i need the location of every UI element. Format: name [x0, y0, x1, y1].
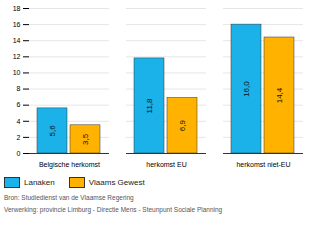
- html-text:Vlaams Gewest: Vlaams Gewest: [88, 178, 145, 187]
- svg-text:herkomst EU: herkomst EU: [146, 161, 186, 168]
- svg-text:14: 14: [13, 37, 21, 44]
- svg-text:Belgische herkomst: Belgische herkomst: [39, 161, 100, 169]
- svg-text:herkomst niet-EU: herkomst niet-EU: [236, 161, 290, 168]
- svg-text:16,0: 16,0: [242, 81, 251, 97]
- svg-text:0: 0: [17, 150, 21, 157]
- svg-text:11,8: 11,8: [145, 98, 154, 114]
- svg-text:16: 16: [13, 21, 21, 28]
- svg-text:10: 10: [13, 69, 21, 76]
- svg-text:8: 8: [17, 85, 21, 92]
- svg-text:14,4: 14,4: [275, 87, 284, 103]
- html-text:Lanaken: Lanaken: [24, 178, 55, 187]
- svg-text:6: 6: [17, 101, 21, 108]
- svg-text:3,5: 3,5: [81, 133, 90, 145]
- svg-text:5,6: 5,6: [48, 125, 57, 137]
- svg-text:12: 12: [13, 53, 21, 60]
- svg-text:4: 4: [17, 118, 21, 125]
- html-text:Verwerking: provincie Limburg: Verwerking: provincie Limburg - Directie…: [4, 206, 223, 213]
- svg-text:2: 2: [17, 134, 21, 141]
- html-text:Bron: Studiedienst van de Vlaa: Bron: Studiedienst van de Vlaamse Regeri…: [4, 194, 134, 201]
- svg-text:6,9: 6,9: [178, 120, 187, 132]
- svg-text:18: 18: [13, 5, 21, 12]
